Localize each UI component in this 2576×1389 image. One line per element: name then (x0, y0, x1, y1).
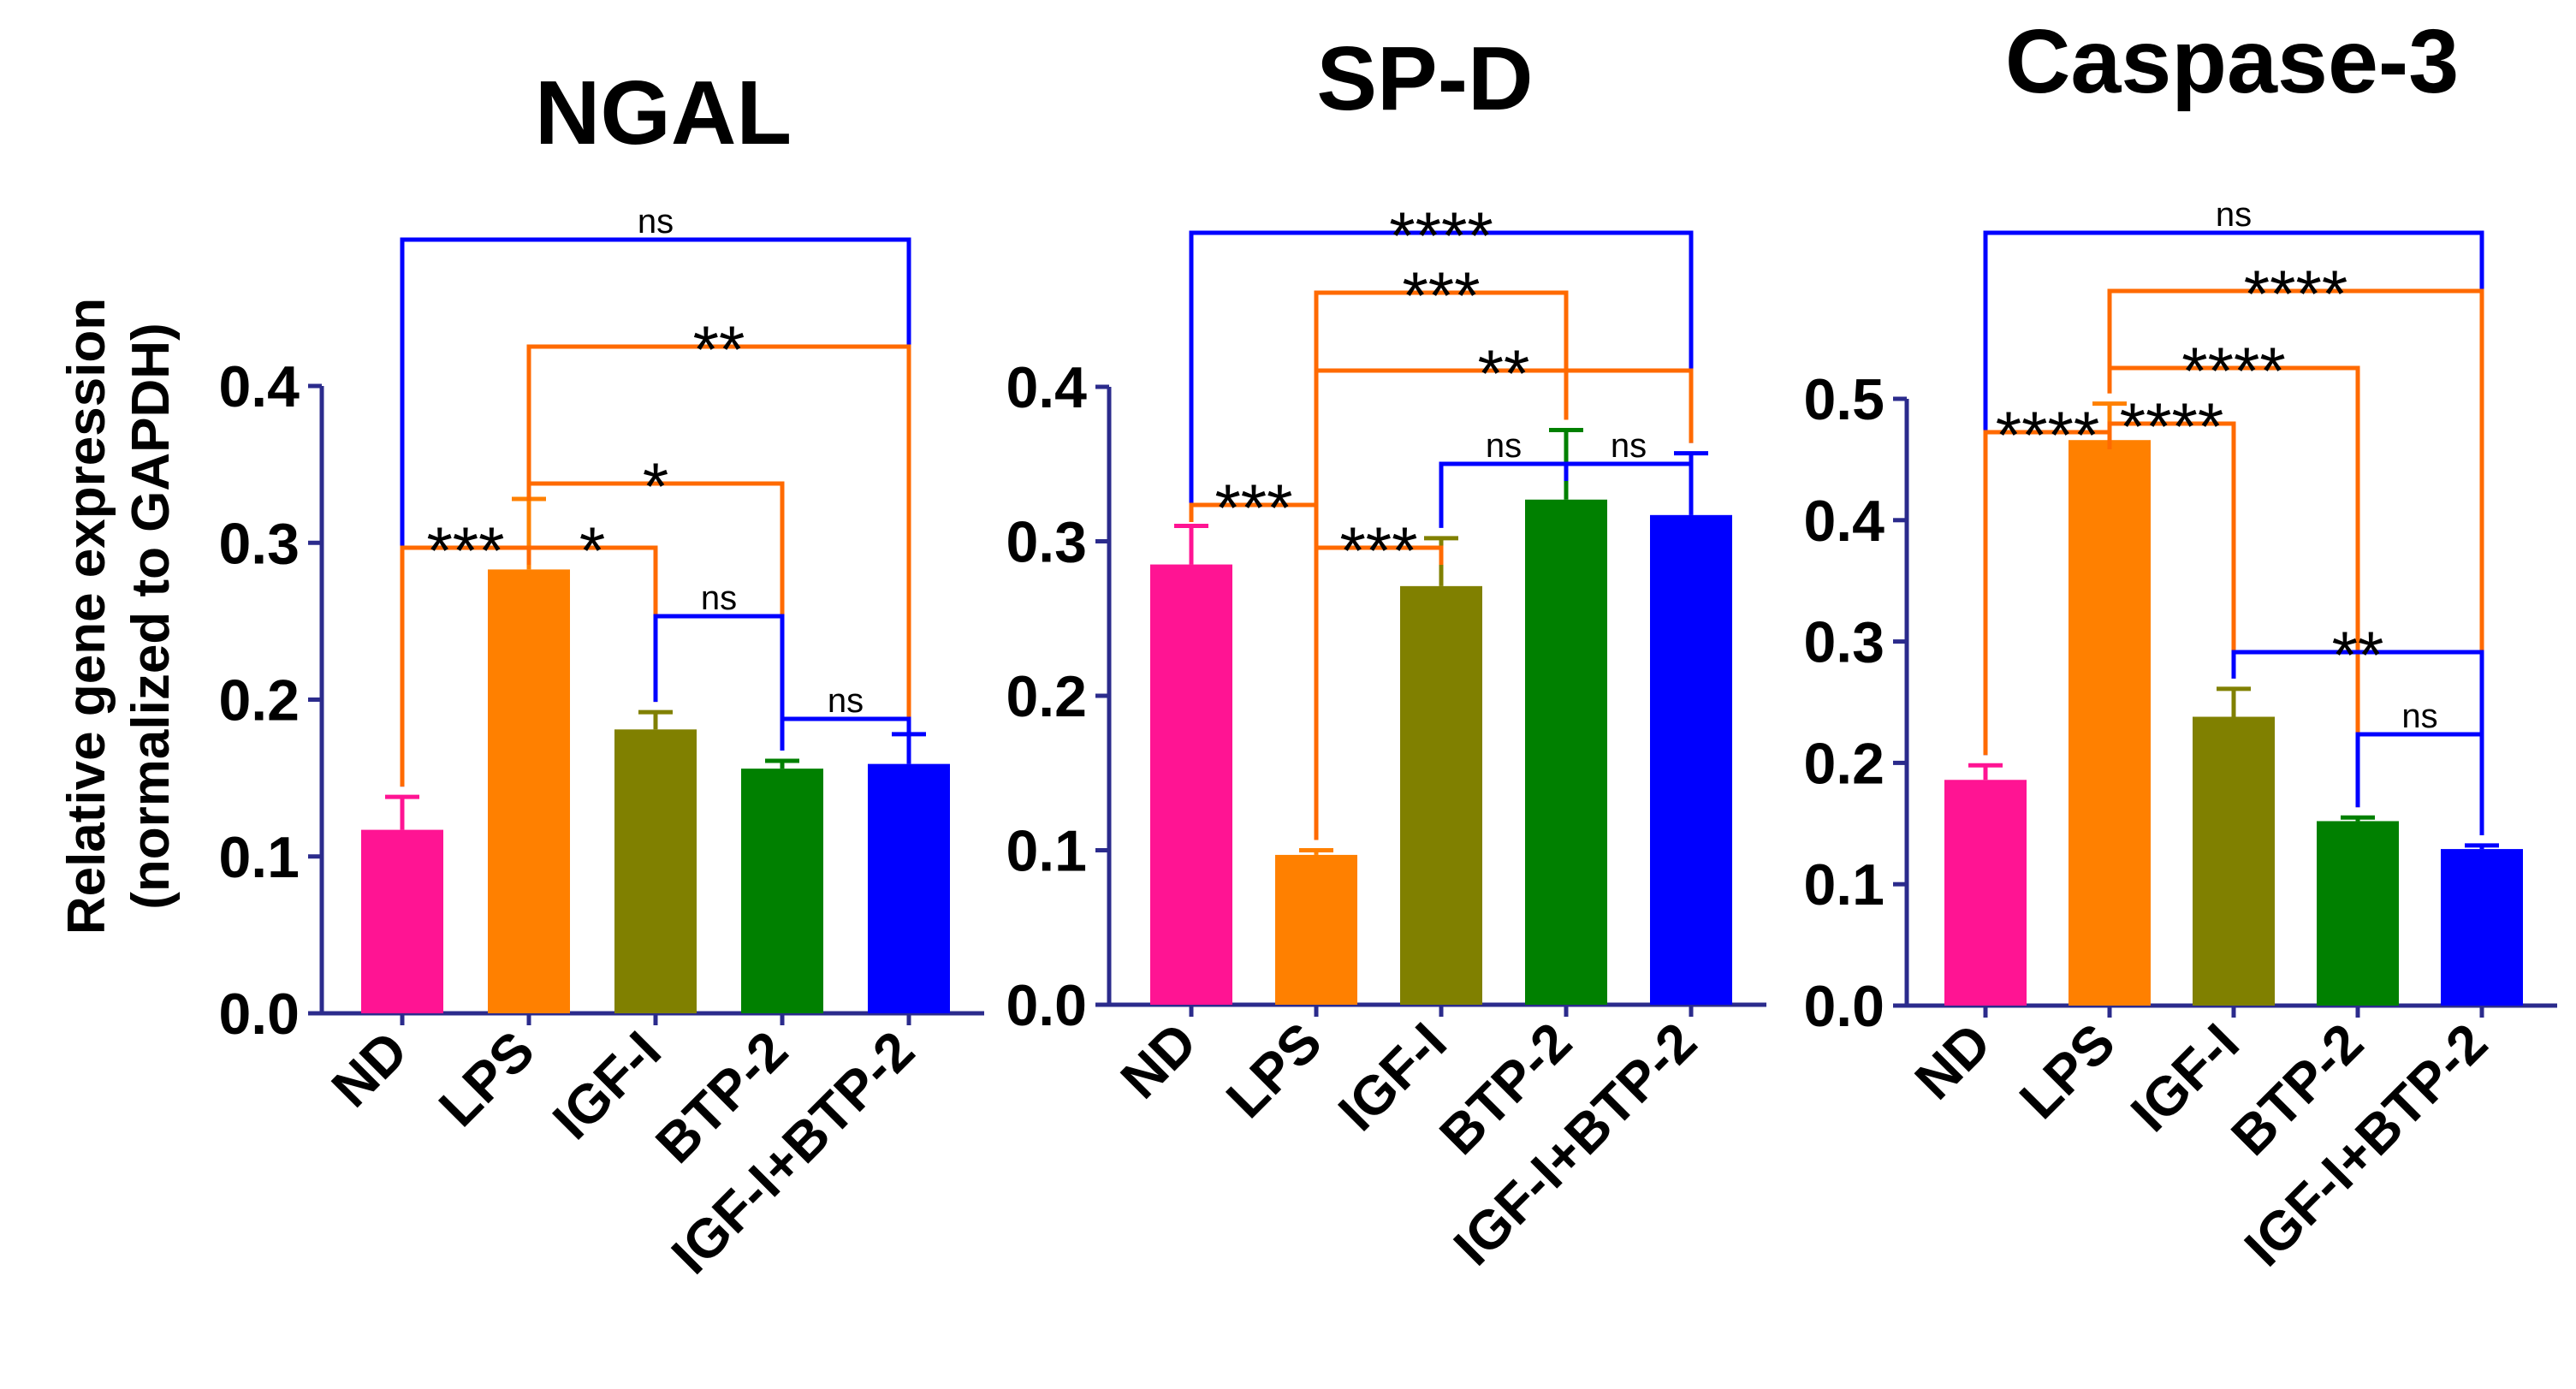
bar-igf-i+btp-2 (868, 763, 950, 1013)
significance-label: ns (828, 682, 864, 720)
significance-label: ns (2216, 196, 2252, 234)
significance-label: ns (1486, 427, 1522, 465)
bar-igf-i+btp-2 (2441, 849, 2523, 1006)
significance-bracket (526, 344, 911, 724)
bar-nd (1944, 780, 2027, 1006)
significance-label: * (643, 448, 668, 524)
significance-label: **** (1996, 397, 2099, 472)
significance-label: ns (2401, 697, 2437, 735)
bar-btp-2 (2317, 821, 2399, 1006)
y-tick-label: 0.2 (1006, 664, 1087, 729)
significance-bracket (2107, 421, 2236, 679)
y-tick-label: 0.2 (1803, 731, 1885, 796)
y-tick-label: 0.0 (1006, 973, 1087, 1038)
y-tick-label: 0.2 (218, 668, 300, 733)
significance-bracket (2107, 288, 2484, 835)
significance-label: *** (1402, 258, 1480, 333)
x-tick-label: ND (320, 1019, 419, 1119)
y-axis-title-line2: (normalized to GAPDH) (122, 323, 181, 909)
significance-label: *** (1339, 513, 1417, 588)
bar-btp-2 (741, 769, 823, 1013)
y-tick-label: 0.0 (1803, 974, 1885, 1039)
x-tick-label: ND (1903, 1012, 2003, 1111)
bar-lps (2069, 440, 2151, 1006)
significance-bracket (2355, 732, 2484, 835)
bar-nd (361, 829, 443, 1013)
significance-label: ** (693, 312, 745, 387)
significance-label: *** (1214, 470, 1292, 545)
significance-label: ns (701, 579, 737, 617)
significance-label: ** (1478, 335, 1530, 411)
significance-label: *** (426, 513, 504, 588)
x-tick-label: ND (1109, 1011, 1208, 1110)
significance-bracket (2107, 365, 2360, 808)
bar-lps (1275, 854, 1357, 1005)
bar-igf-i (614, 729, 697, 1013)
significance-bracket (1564, 461, 1694, 481)
y-tick-label: 0.1 (1006, 819, 1087, 884)
significance-bracket (653, 614, 785, 751)
bar-nd (1150, 564, 1232, 1005)
bar-igf-i (2193, 716, 2275, 1006)
y-axis-title-line1: Relative gene expression (57, 298, 116, 935)
significance-label: ** (2332, 617, 2384, 692)
y-tick-label: 0.1 (218, 825, 300, 890)
y-tick-label: 0.4 (1803, 489, 1885, 554)
chart-caspase-3: Caspase-30.00.10.20.30.40.5ND LPSIGF-IBTP… (1803, 11, 2557, 1278)
significance-bracket (1314, 545, 1444, 840)
bar-lps (488, 569, 570, 1013)
y-tick-label: 0.5 (1803, 367, 1885, 432)
y-tick-label: 0.3 (218, 511, 300, 576)
y-tick-label: 0.4 (218, 354, 300, 419)
significance-label: * (579, 513, 605, 588)
chart-title: SP-D (1316, 28, 1533, 129)
bar-btp-2 (1525, 499, 1607, 1005)
significance-label: **** (2181, 333, 2285, 408)
significance-bracket (780, 716, 911, 751)
significance-label: **** (2244, 256, 2347, 331)
x-tick-label: LPS (1214, 1011, 1333, 1130)
y-tick-label: 0.1 (1803, 852, 1885, 917)
significance-bracket (1189, 230, 1694, 516)
significance-label: **** (1389, 198, 1493, 273)
bar-igf-i (1400, 585, 1482, 1005)
significance-label: ns (1611, 427, 1647, 465)
significance-label: ns (638, 203, 674, 240)
chart-sp-d: SP-D0.00.10.20.30.4ND LPSIGF-IBTP-2IGF-I+… (1006, 28, 1766, 1277)
significance-label: **** (2120, 389, 2223, 464)
y-tick-label: 0.4 (1006, 355, 1087, 420)
y-tick-label: 0.3 (1803, 610, 1885, 675)
y-tick-label: 0.3 (1006, 510, 1087, 575)
y-tick-label: 0.0 (218, 982, 300, 1047)
chart-title: NGAL (535, 62, 792, 163)
x-tick-label: LPS (2008, 1012, 2127, 1131)
x-tick-label: LPS (427, 1019, 546, 1138)
y-axis-title: Relative gene expression (normalized to … (57, 298, 181, 935)
bar-igf-i+btp-2 (1650, 514, 1732, 1005)
chart-title: Caspase-3 (2005, 11, 2459, 112)
